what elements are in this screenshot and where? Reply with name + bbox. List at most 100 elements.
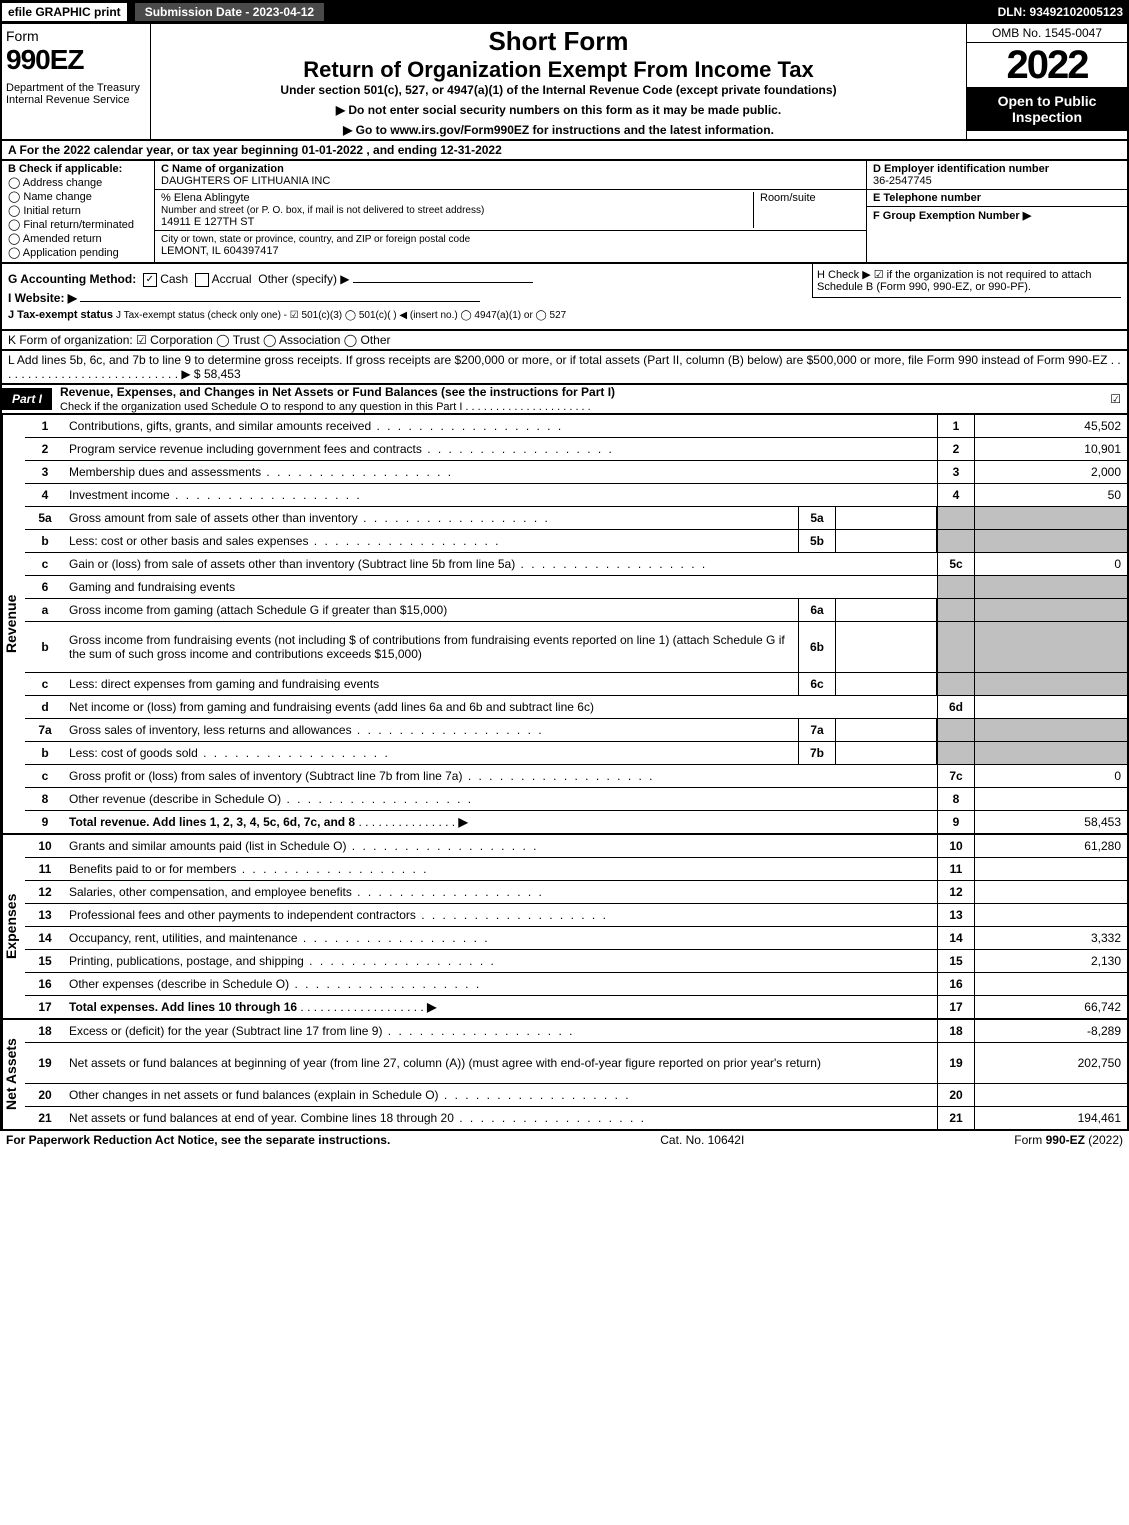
ln-2-val: 10,901 xyxy=(974,438,1127,460)
ln-7b-sub: 7b xyxy=(798,742,836,764)
d-label: D Employer identification number xyxy=(873,163,1049,175)
ln-5c-box: 5c xyxy=(937,553,974,575)
website-value xyxy=(80,301,480,302)
ln-5a-box xyxy=(937,507,974,529)
f-label: F Group Exemption Number ▶ xyxy=(873,210,1031,222)
netassets-label: Net Assets xyxy=(2,1020,25,1129)
ln-6d-desc: Net income or (loss) from gaming and fun… xyxy=(65,698,937,716)
short-form-label: Short Form xyxy=(159,26,958,57)
ln-11-desc: Benefits paid to or for members xyxy=(65,860,937,878)
check-amended-return[interactable]: ◯ Amended return xyxy=(8,232,148,245)
section-b: B Check if applicable: ◯ Address change … xyxy=(2,161,155,262)
ln-9-desc: Total revenue. Add lines 1, 2, 3, 4, 5c,… xyxy=(65,813,937,831)
form-subtitle: Under section 501(c), 527, or 4947(a)(1)… xyxy=(159,83,958,97)
ln-7b-subval xyxy=(836,742,937,764)
ln-10-desc: Grants and similar amounts paid (list in… xyxy=(65,837,937,855)
paperwork-notice: For Paperwork Reduction Act Notice, see … xyxy=(6,1133,390,1147)
ln-14-desc: Occupancy, rent, utilities, and maintena… xyxy=(65,929,937,947)
ln-5b-num: b xyxy=(25,532,65,550)
ln-6b-subval xyxy=(836,622,937,672)
ln-6a-box xyxy=(937,599,974,621)
street-address: 14911 E 127TH ST xyxy=(161,216,254,228)
ln-13-box: 13 xyxy=(937,904,974,926)
ln-8-val xyxy=(974,788,1127,810)
ln-5c-desc: Gain or (loss) from sale of assets other… xyxy=(65,555,937,573)
ln-20-num: 20 xyxy=(25,1086,65,1104)
ln-18-desc: Excess or (deficit) for the year (Subtra… xyxy=(65,1022,937,1040)
check-application-pending[interactable]: ◯ Application pending xyxy=(8,246,148,259)
efile-print-button[interactable]: efile GRAPHIC print xyxy=(0,1,129,23)
ln-19-num: 19 xyxy=(25,1054,65,1072)
instructions-link[interactable]: ▶ Go to www.irs.gov/Form990EZ for instru… xyxy=(159,123,958,137)
ln-7b-desc: Less: cost of goods sold xyxy=(65,744,798,762)
submission-date: Submission Date - 2023-04-12 xyxy=(133,1,326,23)
ln-11-val xyxy=(974,858,1127,880)
expenses-label: Expenses xyxy=(2,835,25,1018)
ln-6c-subval xyxy=(836,673,937,695)
ln-11-num: 11 xyxy=(25,860,65,878)
ln-10-box: 10 xyxy=(937,835,974,857)
form-ref: Form 990-EZ (2022) xyxy=(1014,1133,1123,1147)
ln-1-desc: Contributions, gifts, grants, and simila… xyxy=(65,417,937,435)
ssn-warning: ▶ Do not enter social security numbers o… xyxy=(159,103,958,117)
ln-13-num: 13 xyxy=(25,906,65,924)
check-final-return[interactable]: ◯ Final return/terminated xyxy=(8,218,148,231)
ln-9-num: 9 xyxy=(25,813,65,831)
ln-2-desc: Program service revenue including govern… xyxy=(65,440,937,458)
check-accrual[interactable] xyxy=(195,273,209,287)
ln-6-box xyxy=(937,576,974,598)
ln-18-box: 18 xyxy=(937,1020,974,1042)
top-bar: efile GRAPHIC print Submission Date - 20… xyxy=(0,0,1129,24)
ln-20-box: 20 xyxy=(937,1084,974,1106)
revenue-label: Revenue xyxy=(2,415,25,833)
ln-6b-box xyxy=(937,622,974,672)
ln-17-desc: Total expenses. Add lines 10 through 16 … xyxy=(65,998,937,1016)
org-name: DAUGHTERS OF LITHUANIA INC xyxy=(161,175,330,187)
ln-14-box: 14 xyxy=(937,927,974,949)
ln-1-val: 45,502 xyxy=(974,415,1127,437)
ln-17-val: 66,742 xyxy=(974,996,1127,1018)
ln-19-val: 202,750 xyxy=(974,1043,1127,1083)
section-l: L Add lines 5b, 6c, and 7b to line 9 to … xyxy=(0,351,1129,385)
gross-receipts: 58,453 xyxy=(204,367,241,381)
c-label: C Name of organization xyxy=(161,163,284,175)
ln-10-num: 10 xyxy=(25,837,65,855)
ln-19-box: 19 xyxy=(937,1043,974,1083)
check-cash[interactable]: ✓ xyxy=(143,273,157,287)
ln-2-box: 2 xyxy=(937,438,974,460)
ln-5b-desc: Less: cost or other basis and sales expe… xyxy=(65,532,798,550)
ln-6d-box: 6d xyxy=(937,696,974,718)
section-c: C Name of organization DAUGHTERS OF LITH… xyxy=(155,161,866,262)
ln-13-desc: Professional fees and other payments to … xyxy=(65,906,937,924)
ln-6d-num: d xyxy=(25,698,65,716)
check-initial-return[interactable]: ◯ Initial return xyxy=(8,204,148,217)
form-number: 990EZ xyxy=(6,44,146,76)
part1-sub: Check if the organization used Schedule … xyxy=(60,401,591,413)
omb-number: OMB No. 1545-0047 xyxy=(967,24,1127,43)
ln-6b-sub: 6b xyxy=(798,622,836,672)
section-ghij: H Check ▶ ☑ if the organization is not r… xyxy=(0,264,1129,331)
ln-16-val xyxy=(974,973,1127,995)
ln-7c-val: 0 xyxy=(974,765,1127,787)
ln-21-num: 21 xyxy=(25,1109,65,1127)
ln-15-box: 15 xyxy=(937,950,974,972)
ln-8-num: 8 xyxy=(25,790,65,808)
ln-7a-sub: 7a xyxy=(798,719,836,741)
ln-5b-subval xyxy=(836,530,937,552)
form-label: Form xyxy=(6,28,146,44)
year-block: OMB No. 1545-0047 2022 Open to Public In… xyxy=(966,24,1127,139)
ln-7b-val xyxy=(974,742,1127,764)
part1-check[interactable]: ☑ xyxy=(1110,392,1121,406)
ln-8-desc: Other revenue (describe in Schedule O) xyxy=(65,790,937,808)
ln-16-box: 16 xyxy=(937,973,974,995)
row-a-tax-year: A For the 2022 calendar year, or tax yea… xyxy=(0,141,1129,161)
netassets-section: Net Assets 18Excess or (deficit) for the… xyxy=(0,1020,1129,1131)
ln-6b-desc: Gross income from fundraising events (no… xyxy=(65,631,798,663)
revenue-section: Revenue 1Contributions, gifts, grants, a… xyxy=(0,415,1129,835)
ln-6c-val xyxy=(974,673,1127,695)
city-state-zip: LEMONT, IL 604397417 xyxy=(161,245,279,257)
ln-6c-num: c xyxy=(25,675,65,693)
check-address-change[interactable]: ◯ Address change xyxy=(8,176,148,189)
ln-5a-num: 5a xyxy=(25,509,65,527)
check-name-change[interactable]: ◯ Name change xyxy=(8,190,148,203)
